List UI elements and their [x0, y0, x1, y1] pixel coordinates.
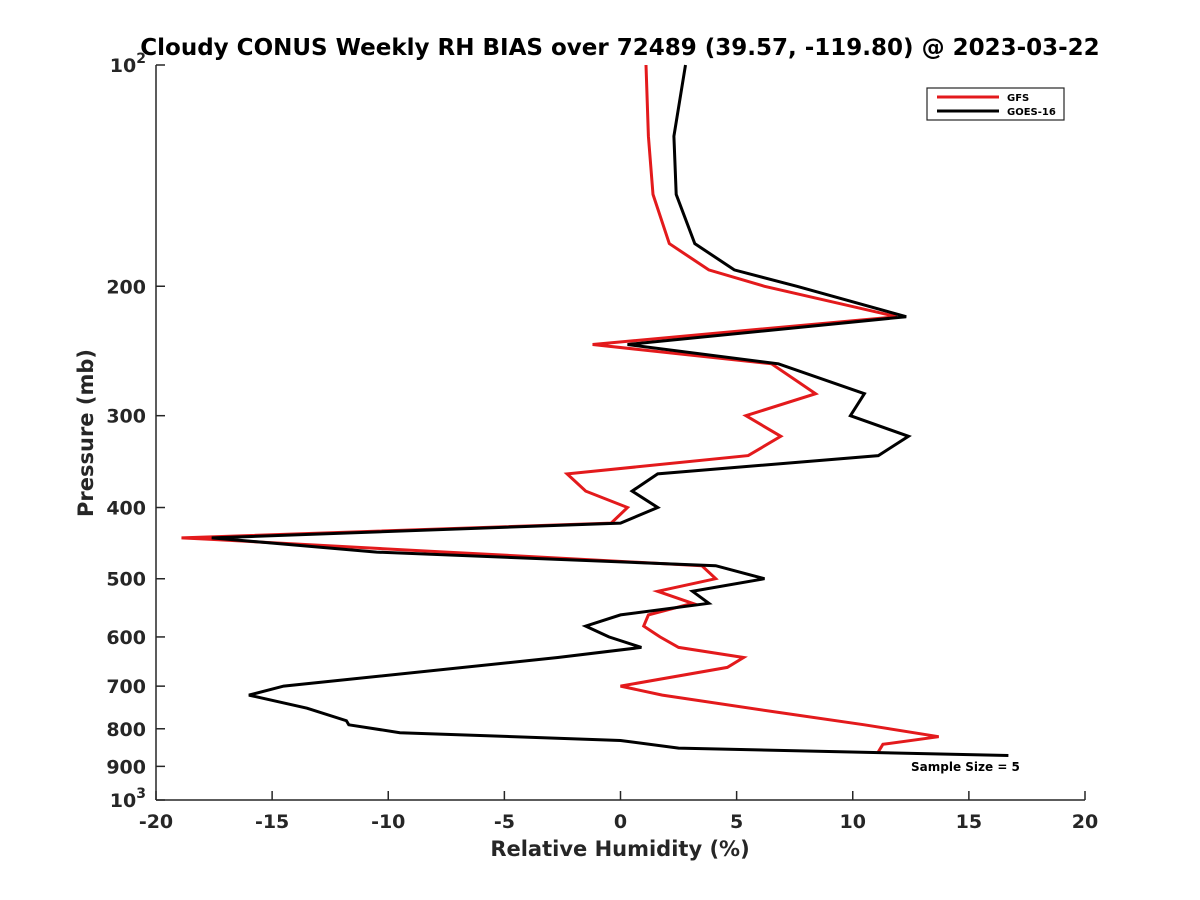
- legend-box: [926, 87, 1065, 121]
- y-tick-label: 400: [106, 498, 146, 520]
- x-tick-label: -20: [139, 811, 173, 833]
- x-axis-ticks: -20 -15 -10 -5 0 5 10 15 20: [139, 791, 1098, 833]
- legend: GFS GOES-16: [926, 87, 1065, 121]
- axis-lines: [155, 65, 1085, 801]
- x-tick-label: 10: [840, 811, 866, 833]
- y-tick-label: 800: [106, 719, 146, 741]
- x-tick-label: 5: [730, 811, 743, 833]
- y-tick-label: 500: [106, 569, 146, 591]
- y-tick-label: 200: [106, 276, 146, 298]
- series-line-gfs: [181, 64, 939, 753]
- y-tick-label: 300: [106, 406, 146, 428]
- y-tick-label: 900: [106, 756, 146, 778]
- x-tick-label: -15: [255, 811, 289, 833]
- legend-label: GOES-16: [1007, 107, 1056, 118]
- x-axis-label: Relative Humidity (%): [490, 837, 749, 861]
- y-axis-label: Pressure (mb): [74, 349, 98, 517]
- x-tick-label: 20: [1072, 811, 1098, 833]
- y-axis-ticks: 102 200 300 400 500 600 700 800 900 103: [106, 51, 165, 812]
- y-tick-label: 102: [110, 51, 146, 77]
- x-tick-label: 0: [614, 811, 627, 833]
- y-tick-label: 600: [106, 627, 146, 649]
- legend-label: GFS: [1007, 93, 1029, 104]
- y-tick-label: 700: [106, 676, 146, 698]
- x-tick-label: 15: [956, 811, 982, 833]
- sample-size-annotation: Sample Size = 5: [911, 760, 1020, 774]
- series-line-goes-16: [211, 64, 1009, 757]
- x-tick-label: -10: [371, 811, 405, 833]
- series-layer: [181, 64, 1009, 757]
- chart-title: Cloudy CONUS Weekly RH BIAS over 72489 (…: [140, 35, 1099, 61]
- y-tick-label: 103: [110, 786, 146, 812]
- x-tick-label: -5: [494, 811, 515, 833]
